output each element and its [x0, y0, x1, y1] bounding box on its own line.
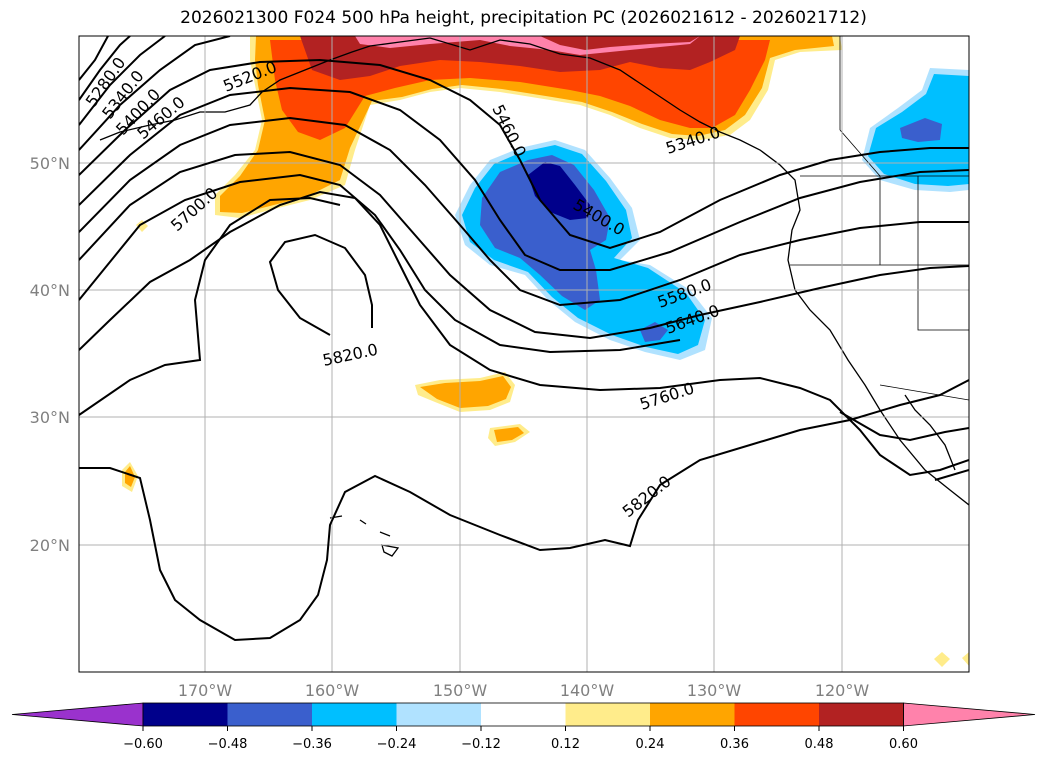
- lon-label: 170°W: [178, 681, 233, 700]
- political-borders: [790, 36, 969, 401]
- colorbar-tick-label: −0.36: [292, 737, 332, 752]
- lon-label: 160°W: [305, 681, 360, 700]
- colorbar-tick-label: −0.12: [461, 737, 501, 752]
- colorbar-segment: [650, 703, 735, 726]
- colorbar-segment: [143, 703, 228, 726]
- lat-label: 30°N: [30, 408, 70, 427]
- negative-anomaly-shading: [455, 68, 969, 360]
- colorbar-segment: [481, 703, 566, 726]
- colorbar-tick-label: 0.24: [636, 737, 665, 752]
- colorbar-segment: [819, 703, 904, 726]
- colorbar-segment: [396, 703, 482, 726]
- height-contours: [79, 36, 969, 642]
- lat-label: 20°N: [30, 536, 70, 555]
- colorbar-tick-label: −0.60: [123, 737, 163, 752]
- colorbar-extend-min: [11, 702, 144, 727]
- lon-label: 130°W: [687, 681, 742, 700]
- latitude-labels: 50°N 40°N 30°N 20°N: [30, 154, 70, 555]
- map-title: 2026021300 F024 500 hPa height, precipit…: [180, 8, 867, 28]
- colorbar-segment: [312, 703, 397, 726]
- colorbar-outline: [142, 702, 904, 727]
- map-area: 5280.0 5340.0 5400.0 5460.0 5520.0 5700.…: [79, 36, 969, 672]
- colorbar-tick-label: 0.48: [805, 737, 834, 752]
- lon-label: 140°W: [560, 681, 615, 700]
- lat-label: 40°N: [30, 281, 70, 300]
- lon-label: 150°W: [433, 681, 488, 700]
- colorbar-tick-label: 0.36: [720, 737, 749, 752]
- colorbar-tick-label: 0.60: [889, 737, 918, 752]
- longitude-labels: 170°W 160°W 150°W 140°W 130°W 120°W: [178, 681, 870, 700]
- map-frame: [78, 35, 970, 673]
- colorbar-segment: [227, 703, 313, 726]
- colorbar-segment: [734, 703, 820, 726]
- colorbar-segment: [565, 703, 651, 726]
- positive-anomaly-shading: [122, 36, 969, 667]
- colorbar-tick-label: −0.24: [377, 737, 417, 752]
- lat-label: 50°N: [30, 154, 70, 173]
- colorbar: −0.60 −0.48 −0.36 −0.24 −0.12 0.12 0.24 0.36 0.4…: [11, 702, 1036, 752]
- colorbar-tick-label: −0.48: [208, 737, 248, 752]
- colorbar-segments: [11, 702, 1036, 727]
- colorbar-ticks: −0.60 −0.48 −0.36 −0.24 −0.12 0.12 0.24 0.36 0.4…: [123, 726, 918, 752]
- colorbar-extend-max: [903, 702, 1036, 727]
- lon-label: 120°W: [815, 681, 870, 700]
- colorbar-tick-label: 0.12: [551, 737, 580, 752]
